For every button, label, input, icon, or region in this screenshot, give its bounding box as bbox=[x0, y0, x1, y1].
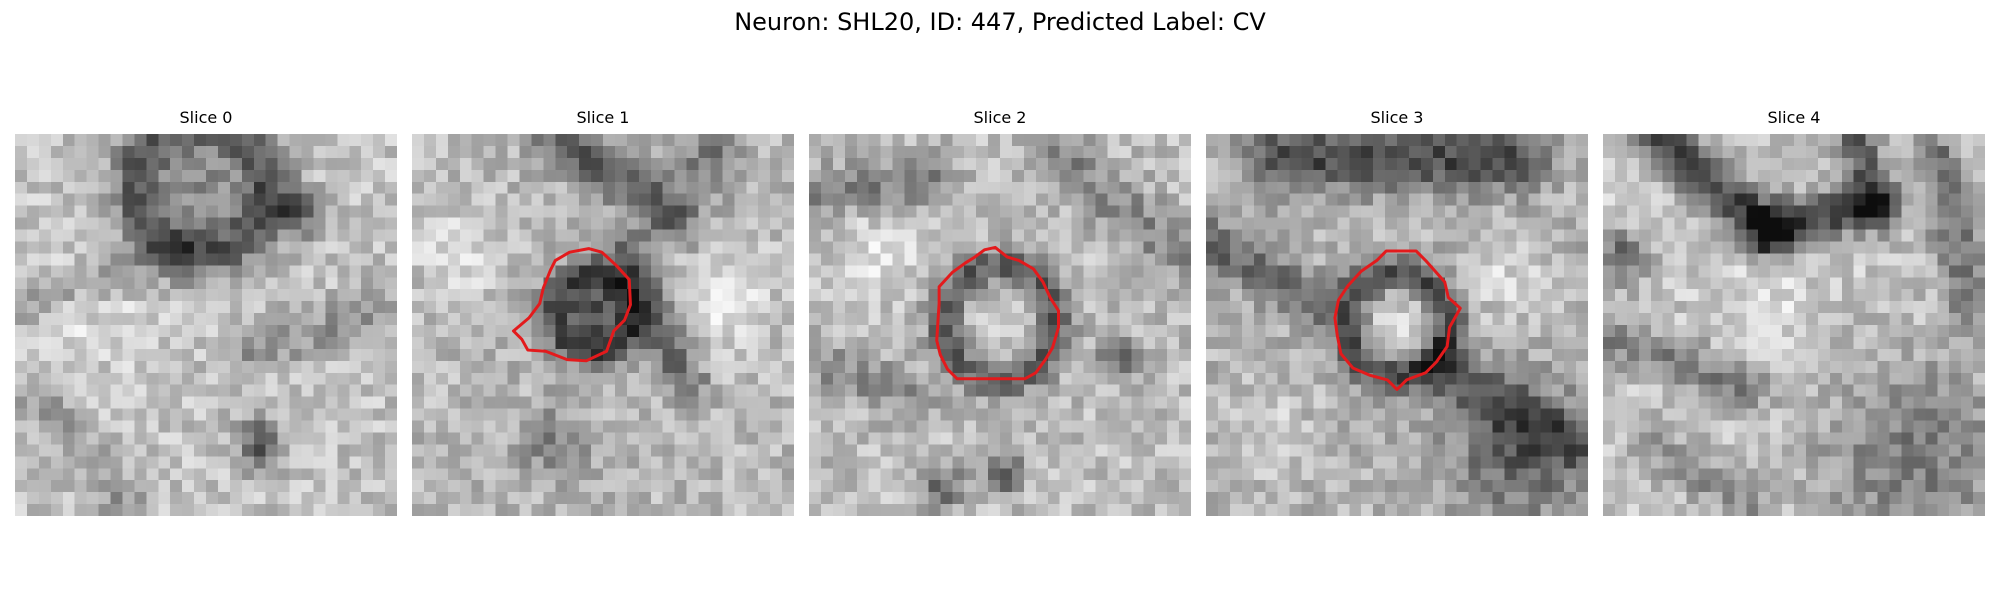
slice-title-3: Slice 3 bbox=[1370, 108, 1424, 127]
slice-2-contour bbox=[935, 245, 1060, 381]
slice-4-pixel-grid bbox=[1603, 134, 1985, 516]
slice-title-1: Slice 1 bbox=[576, 108, 630, 127]
slice-panel-2: Slice 2 bbox=[809, 108, 1191, 516]
slice-title-2: Slice 2 bbox=[973, 108, 1027, 127]
slice-1-contour bbox=[511, 247, 632, 363]
slice-image-3 bbox=[1206, 134, 1588, 516]
slice-panel-1: Slice 1 bbox=[412, 108, 794, 516]
slice-image-4 bbox=[1603, 134, 1985, 516]
slice-title-4: Slice 4 bbox=[1767, 108, 1821, 127]
slice-3-contour bbox=[1333, 249, 1462, 391]
slice-1-pixel-grid bbox=[412, 134, 794, 516]
slice-image-2 bbox=[809, 134, 1191, 516]
slice-title-0: Slice 0 bbox=[179, 108, 233, 127]
slice-0-pixel-grid bbox=[15, 134, 397, 516]
slice-2-pixel-grid bbox=[809, 134, 1191, 516]
figure-title: Neuron: SHL20, ID: 447, Predicted Label:… bbox=[734, 8, 1266, 36]
slice-panel-0: Slice 0 bbox=[15, 108, 397, 516]
slice-image-1 bbox=[412, 134, 794, 516]
slice-panel-4: Slice 4 bbox=[1603, 108, 1985, 516]
slice-3-pixel-grid bbox=[1206, 134, 1588, 516]
slice-image-0 bbox=[15, 134, 397, 516]
slice-panel-3: Slice 3 bbox=[1206, 108, 1588, 516]
